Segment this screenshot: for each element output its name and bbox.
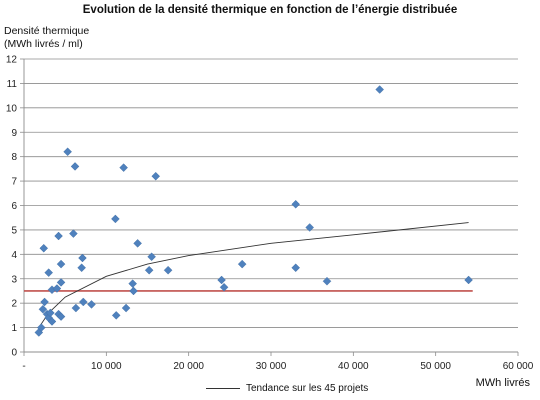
data-point-39 [291, 199, 300, 209]
y-tick-label: 10 [6, 103, 18, 114]
data-point-15 [56, 259, 66, 269]
data-point-29 [128, 279, 137, 288]
data-point-44 [464, 275, 473, 285]
data-point-41 [305, 223, 314, 232]
data-point-11 [52, 284, 62, 293]
x-tick-label: 60 000 [503, 361, 534, 372]
data-point-24 [87, 300, 96, 309]
y-tick-label: 0 [11, 348, 17, 359]
data-point-21 [77, 263, 86, 273]
y-tick-label: 9 [11, 128, 17, 139]
y-tick-label: 1 [11, 323, 17, 334]
data-point-8 [39, 243, 49, 253]
data-point-30 [129, 286, 138, 296]
data-point-6 [46, 308, 55, 318]
data-point-27 [119, 163, 128, 172]
x-tick-label: 50 000 [420, 361, 451, 372]
data-point-32 [144, 265, 154, 275]
data-point-42 [322, 276, 332, 286]
y-tick-label: 6 [11, 201, 17, 212]
y-tick-label: 11 [7, 79, 18, 90]
y-tick-label: 3 [11, 274, 17, 285]
y-tick-label: 12 [6, 55, 18, 66]
data-point-37 [219, 283, 229, 292]
x-tick-label: 40 000 [338, 361, 369, 372]
data-point-43 [375, 85, 384, 94]
legend-trendline-label: Tendance sur les 45 projets [246, 383, 369, 394]
data-point-9 [44, 268, 53, 277]
data-point-23 [78, 297, 88, 307]
trendline-group [38, 222, 469, 328]
x-axis-label: MWh livrés [475, 377, 530, 389]
x-tick-label: 10 000 [91, 361, 122, 372]
gridlines [24, 58, 518, 328]
data-point-16 [54, 231, 63, 241]
data-point-33 [147, 252, 156, 262]
data-point-26 [111, 311, 121, 320]
data-point-17 [63, 147, 72, 157]
y-axis-label-line2: (MWh livrés / ml) [4, 38, 83, 50]
y-tick-label: 8 [11, 152, 17, 163]
legend: Tendance sur les 45 projets [206, 383, 368, 394]
x-tick-label: - [22, 361, 25, 372]
y-axis-label-line1: Densité thermique [4, 25, 90, 37]
data-point-35 [163, 265, 173, 275]
y-tick-label: 2 [11, 299, 17, 310]
data-point-7 [47, 317, 57, 326]
y-tick-label: 5 [11, 225, 17, 236]
y-tick-label: 7 [11, 177, 17, 188]
data-point-18 [69, 229, 78, 238]
data-point-3 [40, 297, 49, 307]
trendline [38, 222, 469, 328]
data-point-2 [38, 304, 48, 314]
legend-trendline-swatch [206, 387, 240, 389]
data-point-19 [70, 162, 80, 171]
x-tick-label: 20 000 [173, 361, 204, 372]
data-point-1 [37, 323, 46, 332]
chart-title: Evolution de la densité thermique en fon… [82, 4, 458, 16]
y-tick-label: 4 [11, 250, 17, 261]
data-point-36 [217, 275, 226, 285]
data-point-34 [151, 171, 161, 181]
data-points [34, 85, 473, 337]
x-tick-label: 30 000 [256, 361, 287, 372]
data-point-31 [133, 239, 142, 248]
data-point-22 [78, 253, 87, 263]
data-point-20 [71, 303, 81, 313]
data-point-14 [56, 278, 66, 287]
data-point-40 [291, 263, 300, 273]
data-point-28 [121, 303, 131, 313]
data-point-13 [56, 312, 66, 321]
data-point-38 [237, 259, 247, 269]
axes [20, 58, 519, 356]
data-point-25 [111, 214, 120, 224]
